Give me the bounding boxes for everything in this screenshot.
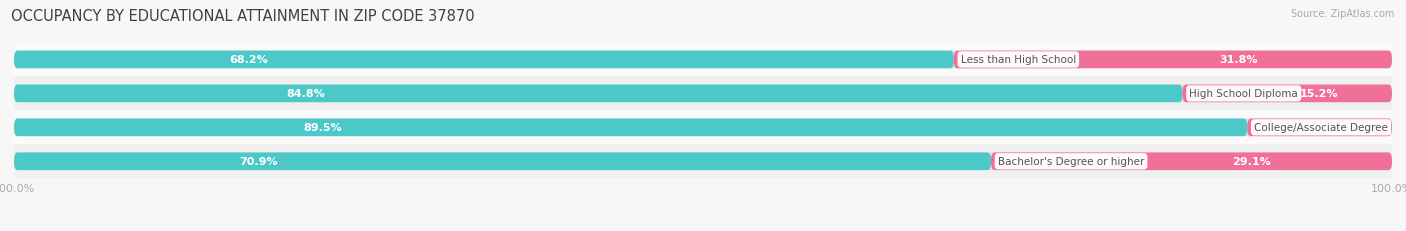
Bar	[14, 77, 1392, 111]
Text: High School Diploma: High School Diploma	[1189, 89, 1298, 99]
Text: Less than High School: Less than High School	[960, 55, 1076, 65]
FancyBboxPatch shape	[991, 153, 1392, 170]
Text: 29.1%: 29.1%	[1232, 157, 1271, 167]
Text: 70.9%: 70.9%	[239, 157, 277, 167]
FancyBboxPatch shape	[14, 85, 1392, 103]
Bar	[14, 43, 1392, 77]
Text: OCCUPANCY BY EDUCATIONAL ATTAINMENT IN ZIP CODE 37870: OCCUPANCY BY EDUCATIONAL ATTAINMENT IN Z…	[11, 9, 475, 24]
FancyBboxPatch shape	[1247, 119, 1392, 137]
Text: 68.2%: 68.2%	[229, 55, 269, 65]
Text: 15.2%: 15.2%	[1299, 89, 1339, 99]
Text: Bachelor's Degree or higher: Bachelor's Degree or higher	[998, 157, 1144, 167]
Bar	[14, 111, 1392, 145]
FancyBboxPatch shape	[14, 119, 1392, 137]
FancyBboxPatch shape	[1182, 85, 1392, 103]
Text: 31.8%: 31.8%	[1219, 55, 1258, 65]
Bar	[14, 145, 1392, 179]
Text: 84.8%: 84.8%	[287, 89, 326, 99]
FancyBboxPatch shape	[14, 85, 1182, 103]
Text: 10.5%: 10.5%	[1322, 123, 1361, 133]
Text: Source: ZipAtlas.com: Source: ZipAtlas.com	[1291, 9, 1395, 19]
FancyBboxPatch shape	[14, 153, 1392, 170]
FancyBboxPatch shape	[14, 51, 1392, 69]
FancyBboxPatch shape	[14, 153, 991, 170]
FancyBboxPatch shape	[953, 51, 1392, 69]
FancyBboxPatch shape	[14, 119, 1247, 137]
FancyBboxPatch shape	[14, 51, 953, 69]
Text: 89.5%: 89.5%	[304, 123, 342, 133]
Text: College/Associate Degree: College/Associate Degree	[1254, 123, 1388, 133]
